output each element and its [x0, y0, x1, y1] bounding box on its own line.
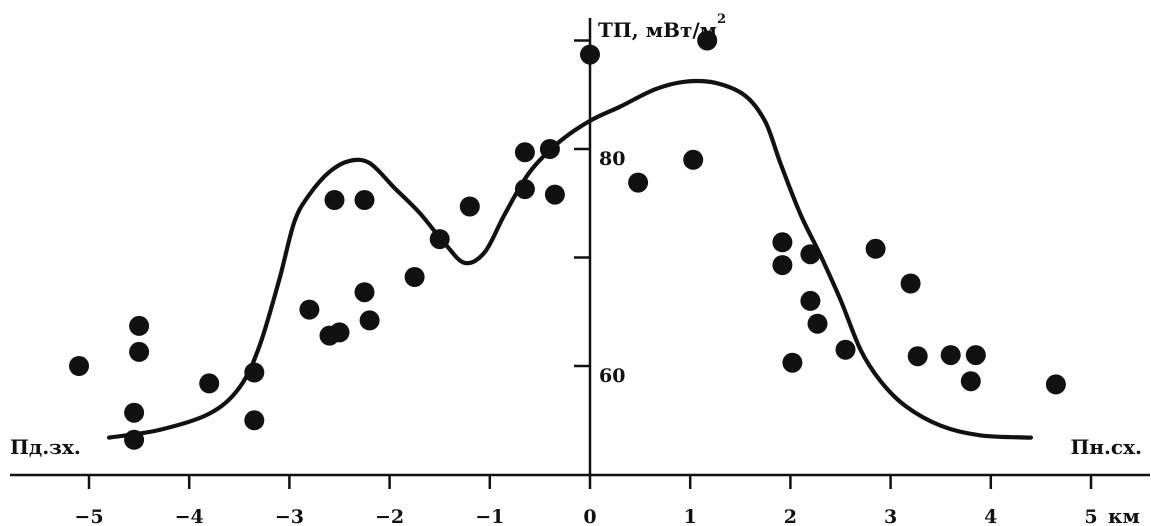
data-point: [900, 273, 921, 294]
data-point: [782, 352, 803, 373]
data-point: [807, 313, 828, 334]
data-point: [965, 345, 986, 366]
x-tick-label: −1: [475, 506, 504, 526]
data-point: [865, 238, 886, 259]
direction-right-label: Пн.сх.: [1070, 435, 1142, 459]
data-point: [124, 402, 145, 423]
x-tick-label: 4: [984, 506, 997, 526]
data-point: [299, 299, 320, 320]
data-point: [835, 339, 856, 360]
data-point: [124, 429, 145, 450]
x-axis-unit: км: [1108, 504, 1140, 526]
data-point: [539, 139, 560, 159]
x-tick-label: 2: [784, 506, 797, 526]
data-point: [429, 229, 450, 250]
chart-marks: [69, 30, 1066, 450]
data-point: [329, 322, 350, 343]
direction-left-label: Пд.зх.: [10, 435, 81, 459]
data-point: [69, 356, 89, 376]
x-tick-label: 1: [684, 506, 697, 526]
y-tick-label: 80: [599, 148, 625, 170]
data-point: [544, 184, 565, 205]
x-tick-label: 0: [583, 506, 596, 526]
data-point: [580, 44, 600, 65]
y-axis-title-main: ТП, мВт/м: [598, 18, 717, 42]
data-point: [404, 267, 425, 287]
data-point: [354, 190, 375, 210]
y-axis-title: ТП, мВт/м2: [598, 12, 726, 42]
data-point: [129, 315, 150, 336]
data-point: [697, 30, 718, 51]
x-tick-label: 5: [1084, 506, 1097, 526]
data-point: [244, 410, 265, 431]
y-tick-label: 60: [599, 365, 625, 387]
data-point: [800, 290, 821, 311]
data-point: [940, 345, 961, 366]
data-point: [960, 371, 981, 392]
data-point: [772, 255, 793, 276]
model-curve: [106, 78, 1033, 440]
data-point: [354, 282, 375, 303]
data-point: [907, 346, 928, 367]
axes: −5 −4 −3 −2 −1 0 1 2 3 4 5 60 80: [10, 18, 1150, 526]
data-point: [628, 172, 649, 193]
x-tick-label: 3: [884, 506, 897, 526]
data-point: [514, 142, 535, 163]
x-tick-label: −4: [175, 506, 204, 526]
data-point: [772, 232, 793, 253]
data-point: [359, 310, 380, 331]
x-tick-label: −5: [74, 506, 103, 526]
data-point: [514, 179, 535, 200]
data-point: [459, 196, 480, 217]
data-point: [324, 190, 345, 210]
data-point: [244, 362, 265, 383]
data-point: [129, 341, 150, 362]
data-point: [199, 373, 220, 394]
x-tick-label: −3: [275, 506, 304, 526]
y-axis-title-superscript: 2: [717, 12, 726, 27]
data-point: [683, 149, 704, 170]
data-point: [1045, 374, 1066, 395]
x-tick-label: −2: [375, 506, 404, 526]
data-point: [800, 244, 821, 265]
